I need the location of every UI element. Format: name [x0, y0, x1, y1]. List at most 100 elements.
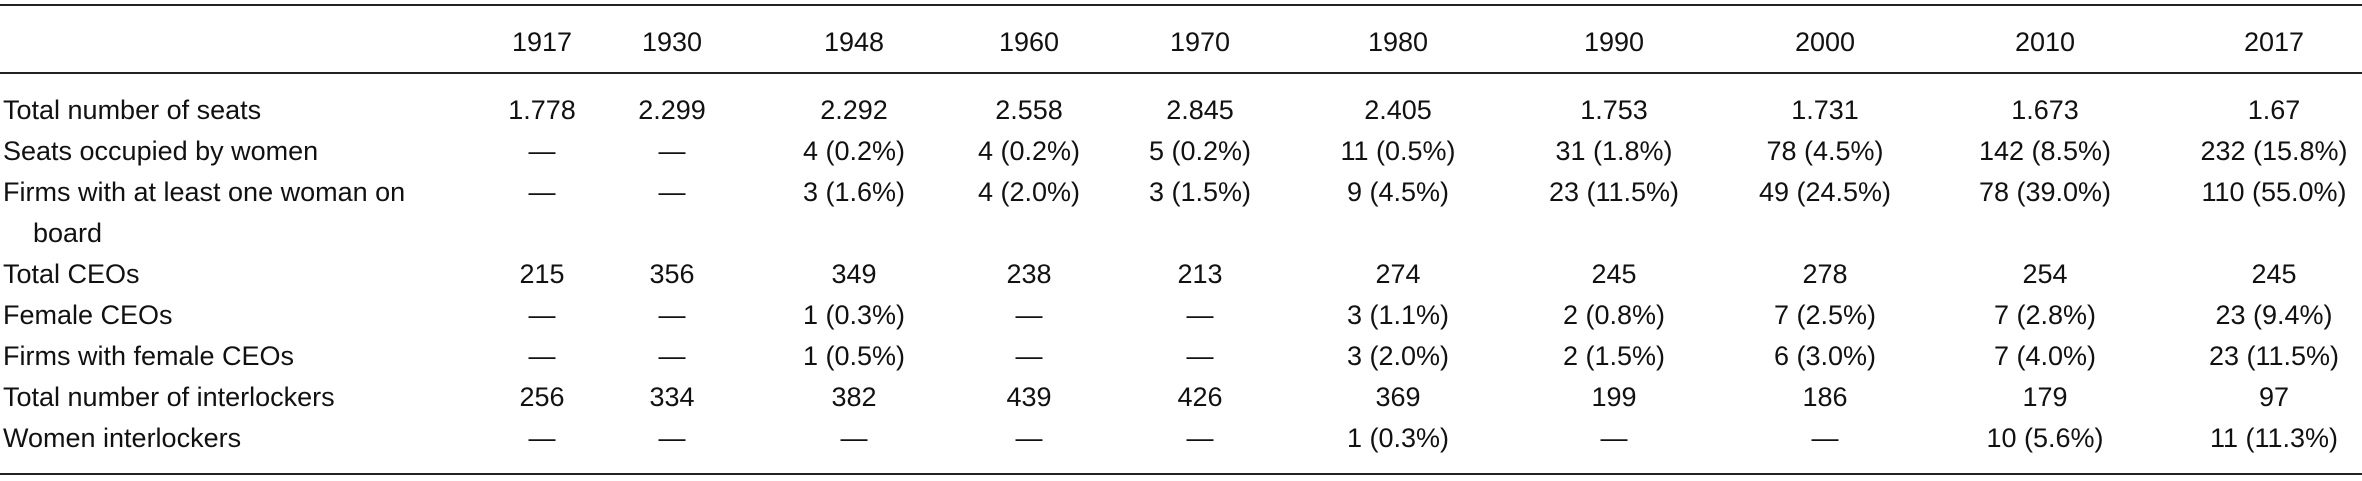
- table-cell: —: [1015, 300, 1043, 330]
- table-cell: —: [658, 136, 686, 166]
- table-cell: 254: [2022, 259, 2068, 289]
- table-cell: 1.778: [508, 95, 576, 125]
- row-label: Total number of interlockers: [3, 382, 335, 412]
- table-cell: 426: [1177, 382, 1223, 412]
- table-cell: 238: [1006, 259, 1052, 289]
- column-header: 1990: [1583, 27, 1645, 57]
- table-cell: —: [658, 423, 686, 453]
- row-label: Firms with female CEOs: [3, 341, 295, 371]
- table-cell: 1 (0.3%): [1346, 423, 1450, 453]
- table-cell: 2.845: [1166, 95, 1234, 125]
- table-cell: 7 (2.5%): [1773, 300, 1877, 330]
- table-cell: 4 (0.2%): [977, 136, 1081, 166]
- row-label: Seats occupied by women: [3, 136, 319, 166]
- table-cell: 7 (2.8%): [1993, 300, 2097, 330]
- table-cell: 3 (1.5%): [1148, 177, 1252, 207]
- row-label: Total CEOs: [3, 259, 140, 289]
- table-cell: —: [658, 341, 686, 371]
- table-cell: 11 (0.5%): [1340, 136, 1456, 166]
- table-cell: 2 (0.8%): [1562, 300, 1666, 330]
- row-label: Firms with at least one woman on board: [3, 177, 406, 248]
- table-cell: 382: [831, 382, 877, 412]
- table-cell: 142 (8.5%): [1978, 136, 2112, 166]
- table-cell: 256: [519, 382, 565, 412]
- table-cell: —: [658, 300, 686, 330]
- table-cell: —: [840, 423, 868, 453]
- table-cell: 9 (4.5%): [1346, 177, 1450, 207]
- table-cell: 232 (15.8%): [2200, 136, 2348, 166]
- table-cell: —: [1186, 423, 1214, 453]
- table-cell: —: [528, 300, 556, 330]
- table-cell: 23 (9.4%): [2215, 300, 2333, 330]
- table-cell: 2 (1.5%): [1562, 341, 1666, 371]
- table-cell: 5 (0.2%): [1148, 136, 1252, 166]
- table-cell: 245: [2251, 259, 2297, 289]
- table-cell: 3 (1.6%): [802, 177, 906, 207]
- column-header: 1917: [511, 27, 573, 57]
- column-header: 2000: [1794, 27, 1856, 57]
- top-rule: [0, 4, 2362, 6]
- table-cell: 278: [1802, 259, 1848, 289]
- table-cell: 78 (4.5%): [1766, 136, 1884, 166]
- table-cell: 10 (5.6%): [1986, 423, 2104, 453]
- table-cell: 213: [1177, 259, 1223, 289]
- table-cell: 179: [2022, 382, 2068, 412]
- table-cell: 4 (0.2%): [802, 136, 906, 166]
- table-cell: —: [528, 341, 556, 371]
- table-cell: 245: [1591, 259, 1637, 289]
- table-cell: —: [528, 423, 556, 453]
- column-header: 1930: [641, 27, 703, 57]
- table-cell: 439: [1006, 382, 1052, 412]
- table-cell: —: [658, 177, 686, 207]
- table-cell: 1.673: [2011, 95, 2079, 125]
- row-label: Women interlockers: [3, 423, 242, 453]
- table-cell: 11 (11.3%): [2209, 423, 2339, 453]
- table-cell: 6 (3.0%): [1773, 341, 1877, 371]
- table-cell: 97: [2258, 382, 2290, 412]
- table-cell: —: [1015, 341, 1043, 371]
- table-cell: 2.405: [1364, 95, 1432, 125]
- row-label: Female CEOs: [3, 300, 173, 330]
- table-cell: 356: [649, 259, 695, 289]
- column-header: 1960: [998, 27, 1060, 57]
- table-cell: 2.558: [995, 95, 1063, 125]
- table-cell: 186: [1802, 382, 1848, 412]
- column-header: 1970: [1169, 27, 1231, 57]
- table-cell: —: [528, 136, 556, 166]
- table-cell: 7 (4.0%): [1993, 341, 2097, 371]
- table-cell: —: [1600, 423, 1628, 453]
- table-cell: 78 (39.0%): [1978, 177, 2112, 207]
- table-cell: 31 (1.8%): [1555, 136, 1673, 166]
- table-cell: 3 (1.1%): [1346, 300, 1450, 330]
- table-cell: 23 (11.5%): [1548, 177, 1680, 207]
- column-header: 2017: [2243, 27, 2305, 57]
- table-cell: 369: [1375, 382, 1421, 412]
- table-cell: 349: [831, 259, 877, 289]
- table-cell: 23 (11.5%): [2208, 341, 2340, 371]
- table-cell: 2.299: [638, 95, 706, 125]
- table-cell: 274: [1375, 259, 1421, 289]
- header-rule: [0, 72, 2362, 74]
- table-cell: —: [528, 177, 556, 207]
- column-header: 2010: [2014, 27, 2076, 57]
- column-header: 1948: [823, 27, 885, 57]
- table-cell: 1.67: [2247, 95, 2301, 125]
- table-cell: —: [1015, 423, 1043, 453]
- table-cell: 49 (24.5%): [1758, 177, 1892, 207]
- table-cell: 4 (2.0%): [977, 177, 1081, 207]
- table-cell: —: [1186, 300, 1214, 330]
- table-cell: 110 (55.0%): [2201, 177, 2347, 207]
- row-label: Total number of seats: [3, 95, 262, 125]
- table-cell: 1 (0.3%): [802, 300, 906, 330]
- table-cell: 2.292: [820, 95, 888, 125]
- table-cell: 1.753: [1580, 95, 1648, 125]
- bottom-rule: [0, 473, 2362, 475]
- table-cell: 1 (0.5%): [802, 341, 906, 371]
- table-cell: 199: [1591, 382, 1637, 412]
- table-cell: —: [1811, 423, 1839, 453]
- table-cell: —: [1186, 341, 1214, 371]
- table-cell: 334: [649, 382, 695, 412]
- table-cell: 1.731: [1791, 95, 1859, 125]
- table-cell: 3 (2.0%): [1346, 341, 1450, 371]
